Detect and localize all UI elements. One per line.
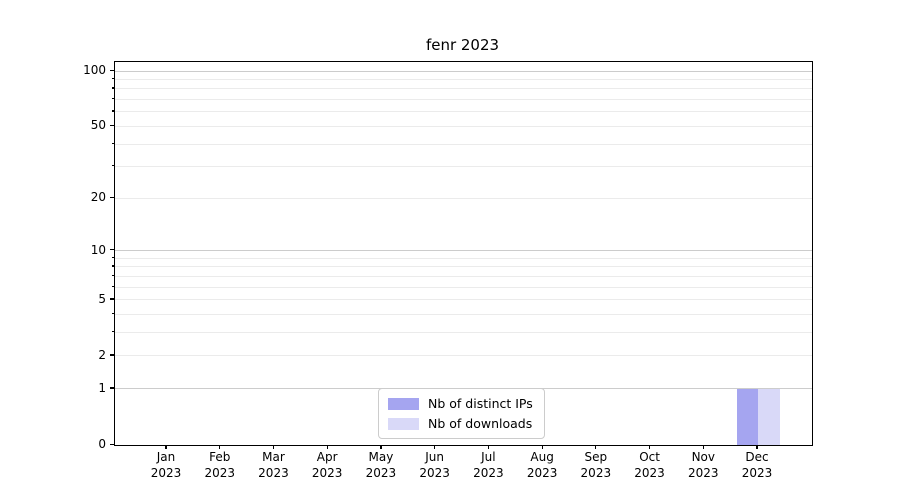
x-tick-label-mar: Mar 2023	[258, 450, 289, 480]
gridline	[115, 125, 812, 127]
x-tick-mark	[541, 445, 543, 449]
gridline	[115, 355, 812, 357]
gridline	[115, 197, 812, 199]
y-tick-label: 2	[98, 347, 106, 362]
y-minor-tick-mark	[111, 331, 114, 333]
gridline-minor	[115, 79, 812, 81]
y-tick-label: 0	[98, 437, 106, 451]
x-tick-mark	[702, 445, 704, 449]
x-tick-mark	[756, 445, 758, 449]
y-tick-mark	[110, 298, 114, 300]
legend-label: Nb of downloads	[428, 416, 533, 431]
x-tick-mark	[219, 445, 221, 449]
gridline-minor	[115, 88, 812, 90]
legend-swatch-icon	[388, 397, 419, 410]
x-tick-label-oct: Oct 2023	[634, 450, 665, 480]
x-tick-label-aug: Aug 2023	[526, 450, 558, 480]
y-tick-mark	[110, 196, 114, 199]
gridline-minor	[115, 99, 812, 101]
y-minor-tick-mark	[111, 285, 114, 288]
chart-title: fenr 2023	[425, 36, 500, 54]
y-minor-tick-mark	[111, 165, 114, 167]
y-tick-mark	[110, 249, 114, 251]
x-tick-label-dec: Dec 2023	[741, 450, 773, 480]
y-tick-mark	[110, 354, 114, 356]
y-tick-label: 10	[90, 242, 106, 257]
x-tick-label-jun: Jun 2023	[419, 450, 450, 480]
gridline-minor	[115, 111, 812, 113]
y-minor-tick-mark	[111, 265, 114, 267]
x-tick-label-sep: Sep 2023	[580, 450, 612, 480]
x-tick-mark	[648, 445, 651, 449]
y-tick-label: 20	[90, 190, 106, 205]
legend-row: Nb of distinct IPs	[388, 396, 533, 411]
y-minor-tick-mark	[111, 98, 114, 100]
legend-label: Nb of distinct IPs	[428, 396, 533, 411]
y-minor-tick-mark	[111, 142, 114, 144]
legend-row: Nb of downloads	[388, 416, 533, 431]
x-tick-label-apr: Apr 2023	[311, 450, 343, 480]
y-minor-tick-mark	[111, 78, 114, 80]
x-tick-mark	[165, 445, 167, 449]
y-minor-tick-mark	[111, 313, 114, 315]
y-tick-label: 50	[90, 118, 106, 133]
plot-area	[114, 61, 813, 446]
x-tick-mark	[380, 445, 382, 449]
gridline-minor	[115, 266, 812, 268]
gridline-major	[115, 250, 812, 252]
legend: Nb of distinct IPs Nb of downloads	[378, 388, 545, 439]
y-tick-label: 100	[83, 63, 106, 78]
y-tick-mark	[110, 443, 114, 445]
gridline-minor	[115, 314, 812, 316]
y-tick-mark	[110, 124, 114, 127]
y-tick-mark	[110, 69, 114, 71]
bar-dec-series2	[758, 388, 780, 445]
bar-dec-series1	[736, 388, 759, 445]
x-tick-label-feb: Feb 2023	[204, 450, 235, 480]
gridline-minor	[115, 166, 812, 168]
x-tick-label-jul: Jul 2023	[473, 450, 504, 480]
y-minor-tick-mark	[111, 256, 114, 259]
gridline-minor	[115, 286, 812, 288]
x-tick-mark	[272, 445, 275, 449]
y-minor-tick-mark	[111, 87, 114, 89]
gridline	[115, 299, 812, 301]
y-tick-label: 5	[98, 291, 106, 306]
legend-swatch-icon	[388, 417, 419, 430]
y-minor-tick-mark	[111, 275, 114, 277]
y-minor-tick-mark	[111, 110, 114, 112]
x-tick-mark	[487, 445, 489, 449]
x-tick-mark	[434, 445, 436, 449]
gridline-minor	[115, 276, 812, 278]
gridline-minor	[115, 143, 812, 145]
y-tick-mark	[110, 387, 114, 389]
gridline-major	[115, 70, 812, 72]
x-tick-label-may: May 2023	[365, 450, 397, 480]
x-tick-mark	[595, 445, 597, 449]
gridline-minor	[115, 257, 812, 259]
y-tick-label: 1	[98, 380, 106, 395]
x-tick-label-nov: Nov 2023	[688, 450, 719, 480]
gridline-minor	[115, 332, 812, 334]
x-tick-label-jan: Jan 2023	[150, 450, 182, 480]
x-tick-mark	[326, 445, 328, 449]
